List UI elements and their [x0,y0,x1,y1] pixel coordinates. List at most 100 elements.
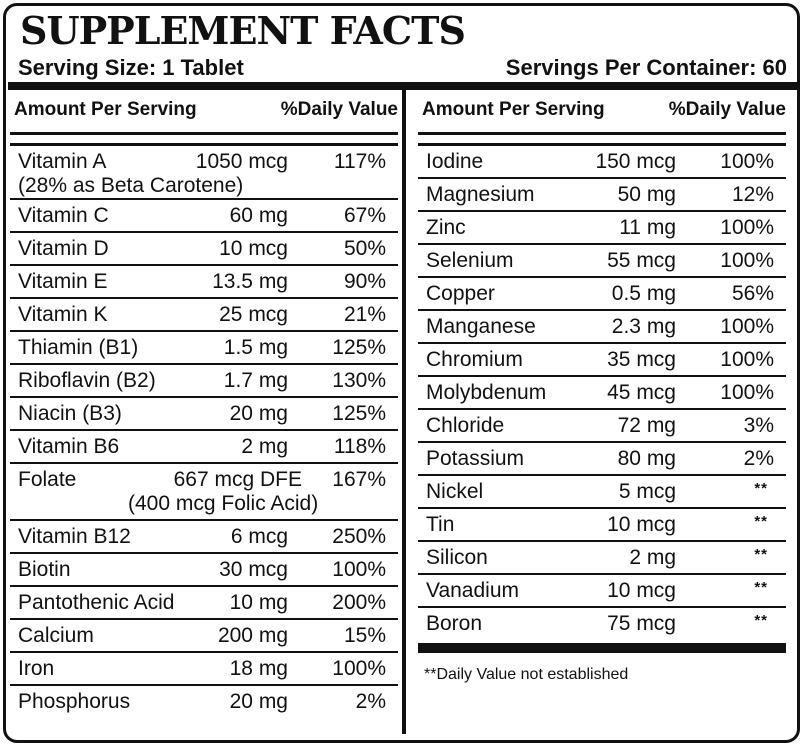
nutrient-name: Vitamin D [18,237,109,260]
nutrient-row: Niacin (B3) 20 mg 125% [10,398,398,431]
nutrient-row: Magnesium 50 mg 12% [418,179,786,212]
nutrient-row: Chloride 72 mg 3% [418,410,786,443]
daily-value: 15% [343,624,386,647]
nutrient-row: Manganese 2.3 mg 100% [418,311,786,344]
nutrient-row: Thiamin (B1) 1.5 mg 125% [10,332,398,365]
nutrient-row: Nickel 5 mcg ** [418,476,786,509]
daily-value: 2% [743,447,774,470]
nutrient-row: Selenium 55 mcg 100% [418,245,786,278]
nutrient-row: Vitamin A 1050 mcg 117% (28% as Beta Carote… [10,146,398,200]
nutrient-name: Magnesium [426,183,535,206]
nutrient-name: Selenium [426,249,514,272]
daily-value: 100% [720,150,774,173]
nutrient-name: Tin [426,513,455,536]
nutrient-amount: 0.5 mg [611,282,676,305]
daily-value: 125% [332,336,386,359]
nutrient-name: Chloride [426,414,505,437]
nutrient-name: Folate [18,468,77,491]
nutrient-row: Vanadium 10 mcg ** [418,575,786,608]
nutrient-name: Vitamin K [18,303,108,326]
nutrient-amount: 10 mcg [219,237,288,260]
nutrient-amount: 2.3 mg [611,315,676,338]
nutrient-row: Calcium 200 mg 15% [10,620,398,653]
nutrient-row: Riboflavin (B2) 1.7 mg 130% [10,365,398,398]
daily-value: 118% [333,435,386,458]
nutrient-row: Biotin 30 mcg 100% [10,554,398,587]
nutrient-name: Vitamin B6 [18,435,120,458]
daily-value: 100% [720,216,774,239]
daily-value: 90% [343,270,386,293]
nutrient-row: Tin 10 mcg ** [418,509,786,542]
nutrient-name: Vitamin C [18,204,109,227]
daily-value-header: %Daily Value [280,99,398,120]
nutrient-amount: 20 mg [229,690,288,713]
nutrient-row: Pantothenic Acid 10 mg 200% [10,587,398,620]
nutrient-name: Pantothenic Acid [18,591,175,614]
nutrient-note: (28% as Beta Carotene) [18,174,244,197]
nutrient-amount: 5 mcg [618,480,676,503]
daily-value: 12% [731,183,774,206]
nutrient-name: Niacin (B3) [18,402,122,425]
nutrient-amount: 75 mcg [607,612,676,635]
daily-value: 67% [343,204,386,227]
right-column: Amount Per Serving %Daily Value Iodine 15… [418,90,786,639]
nutrient-amount: 55 mcg [607,249,676,272]
nutrient-name: Vanadium [426,579,520,602]
serving-size: Serving Size: 1 Tablet [18,55,244,80]
footnote: **Daily Value not established [424,666,629,683]
column-divider [402,90,406,734]
daily-value: 100% [332,657,386,680]
nutrient-row: Phosphorus 20 mg 2% [10,686,398,717]
amount-header: Amount Per Serving [422,99,605,120]
nutrient-name: Potassium [426,447,525,470]
daily-value: 2% [355,690,386,713]
nutrient-note: (400 mcg Folic Acid) [128,492,319,515]
daily-value-header: %Daily Value [668,99,786,120]
nutrient-name: Chromium [426,348,523,371]
left-column: Amount Per Serving %Daily Value Vitamin … [10,90,398,717]
daily-value: 100% [720,381,774,404]
nutrient-amount: 1050 mcg [195,150,288,173]
nutrient-row: Iron 18 mg 100% [10,653,398,686]
nutrient-row: Boron 75 mcg ** [418,608,786,639]
daily-value: 50% [343,237,386,260]
nutrient-amount: 45 mcg [607,381,676,404]
nutrient-name: Manganese [426,315,536,338]
nutrient-amount: 150 mcg [595,150,676,173]
servings-per-container: Servings Per Container: 60 [505,55,787,80]
nutrient-amount: 80 mg [617,447,676,470]
daily-value: 3% [743,414,774,437]
nutrient-name: Phosphorus [18,690,131,713]
nutrient-amount: 25 mcg [219,303,288,326]
daily-value: ** [754,513,768,530]
nutrient-name: Silicon [426,546,488,569]
nutrient-row: Copper 0.5 mg 56% [418,278,786,311]
amount-header: Amount Per Serving [14,99,197,120]
daily-value: 100% [720,249,774,272]
header-spacer [10,135,398,146]
daily-value: 56% [731,282,774,305]
nutrient-name: Molybdenum [426,381,547,404]
nutrient-name: Vitamin A [18,150,107,173]
daily-value: 200% [332,591,386,614]
nutrient-row: Potassium 80 mg 2% [418,443,786,476]
daily-value: ** [754,579,768,596]
daily-value: 100% [720,315,774,338]
daily-value: 100% [720,348,774,371]
daily-value: 130% [332,369,386,392]
nutrient-amount: 18 mg [229,657,288,680]
nutrient-row: Molybdenum 45 mcg 100% [418,377,786,410]
nutrient-amount: 60 mg [229,204,288,227]
nutrient-amount: 10 mcg [607,579,676,602]
header-spacer [418,135,786,146]
nutrient-row: Vitamin K 25 mcg 21% [10,299,398,332]
top-divider [8,82,797,90]
daily-value: 117% [333,150,386,173]
left-column-header: Amount Per Serving %Daily Value [10,90,398,135]
nutrient-row: Zinc 11 mg 100% [418,212,786,245]
nutrient-amount: 30 mcg [219,558,288,581]
nutrient-row: Vitamin C 60 mg 67% [10,200,398,233]
right-column-header: Amount Per Serving %Daily Value [418,90,786,135]
nutrient-name: Thiamin (B1) [18,336,139,359]
daily-value: ** [754,612,768,629]
